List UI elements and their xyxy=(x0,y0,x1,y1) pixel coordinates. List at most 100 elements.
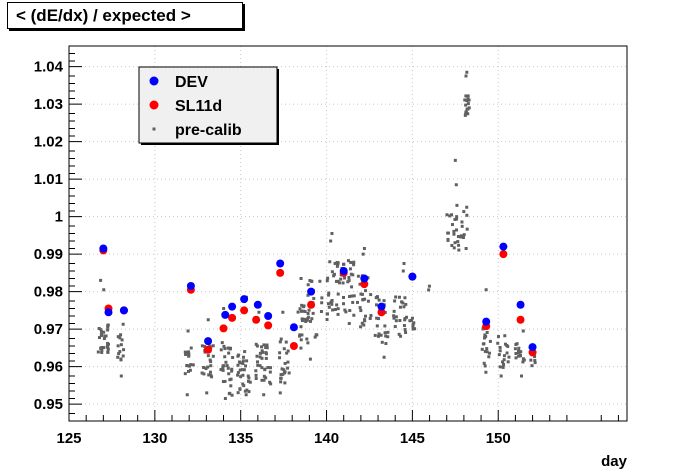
pre-calib-point xyxy=(330,302,334,306)
pre-calib-point xyxy=(398,319,402,323)
pre-calib-point xyxy=(464,74,468,78)
pre-calib-point xyxy=(497,353,501,357)
pre-calib-point xyxy=(484,370,488,374)
pre-calib-point xyxy=(351,273,355,277)
dev-point xyxy=(482,317,491,326)
pre-calib-point xyxy=(302,304,306,308)
pre-calib-point xyxy=(118,336,122,340)
legend-marker-pre-calib xyxy=(152,127,156,131)
pre-calib-point xyxy=(256,360,260,364)
y-tick-label: 1.01 xyxy=(34,171,63,188)
pre-calib-point xyxy=(286,360,290,364)
pre-calib-point xyxy=(326,276,330,280)
pre-calib-point xyxy=(188,368,192,372)
pre-calib-point xyxy=(498,365,502,369)
pre-calib-point xyxy=(245,388,249,392)
pre-calib-point xyxy=(329,300,333,304)
pre-calib-point xyxy=(346,280,350,284)
series-pre-calib xyxy=(96,70,537,400)
pre-calib-point xyxy=(483,336,487,340)
pre-calib-point xyxy=(230,393,234,397)
sl11d-point xyxy=(289,342,298,350)
pre-calib-point xyxy=(102,337,106,341)
pre-calib-point xyxy=(358,282,362,286)
pre-calib-point xyxy=(236,354,240,358)
series-sl11d xyxy=(99,246,537,357)
pre-calib-point xyxy=(403,328,407,332)
pre-calib-point xyxy=(330,232,334,235)
pre-calib-point xyxy=(483,364,487,368)
pre-calib-point xyxy=(255,354,259,358)
pre-calib-point xyxy=(514,352,518,356)
pre-calib-point xyxy=(533,361,537,365)
pre-calib-point xyxy=(392,314,396,318)
pre-calib-point xyxy=(464,103,468,107)
pre-calib-point xyxy=(399,334,403,338)
pre-calib-point xyxy=(264,352,268,356)
pre-calib-point xyxy=(342,302,346,306)
pre-calib-point xyxy=(341,295,345,299)
pre-calib-point xyxy=(106,325,110,329)
pre-calib-point xyxy=(376,334,380,338)
pre-calib-point xyxy=(386,335,390,339)
pre-calib-point xyxy=(411,324,415,328)
dev-point xyxy=(228,302,237,311)
pre-calib-point xyxy=(350,294,354,298)
dev-point xyxy=(186,282,195,290)
pre-calib-point xyxy=(306,293,310,297)
pre-calib-point xyxy=(106,347,110,351)
pre-calib-point xyxy=(335,264,339,268)
pre-calib-point xyxy=(222,344,226,348)
dev-point xyxy=(289,323,298,332)
pre-calib-point xyxy=(246,374,250,378)
pre-calib-point xyxy=(485,347,489,351)
sl11d-point xyxy=(516,315,525,324)
pre-calib-point xyxy=(465,227,469,231)
pre-calib-point xyxy=(260,345,264,349)
pre-calib-point xyxy=(230,367,234,371)
pre-calib-point xyxy=(102,288,106,292)
pre-calib-point xyxy=(361,298,365,302)
pre-calib-point xyxy=(265,343,269,347)
pre-calib-point xyxy=(408,319,412,323)
pre-calib-point xyxy=(188,364,192,368)
pre-calib-point xyxy=(499,374,503,378)
y-tick-label: 1.02 xyxy=(34,134,63,151)
pre-calib-point xyxy=(487,351,491,355)
pre-calib-point xyxy=(364,314,368,318)
pre-calib-point xyxy=(402,305,406,309)
pre-calib-point xyxy=(281,310,285,314)
pre-calib-point xyxy=(310,317,314,321)
sl11d-point xyxy=(276,268,285,277)
pre-calib-point xyxy=(99,328,103,332)
pre-calib-point xyxy=(106,323,110,327)
pre-calib-point xyxy=(374,303,378,307)
pre-calib-point xyxy=(311,311,315,315)
pre-calib-point xyxy=(455,215,459,219)
pre-calib-point xyxy=(118,350,122,354)
pre-calib-point xyxy=(303,310,307,314)
pre-calib-point xyxy=(362,247,366,250)
pre-calib-point xyxy=(460,220,464,224)
pre-calib-point xyxy=(120,338,124,342)
pre-calib-point xyxy=(223,397,227,400)
pre-calib-point xyxy=(296,310,300,314)
pre-calib-point xyxy=(344,310,348,314)
pre-calib-point xyxy=(244,393,248,397)
pre-calib-point xyxy=(496,335,500,339)
pre-calib-point xyxy=(453,217,457,221)
pre-calib-point xyxy=(221,380,225,384)
pre-calib-point xyxy=(517,351,521,355)
pre-calib-point xyxy=(103,334,107,338)
pre-calib-point xyxy=(352,260,356,264)
pre-calib-point xyxy=(119,333,123,337)
dev-point xyxy=(307,287,316,296)
pre-calib-point xyxy=(362,323,366,327)
pre-calib-point xyxy=(206,354,210,358)
pre-calib-point xyxy=(358,306,362,310)
pre-calib-point xyxy=(236,371,240,375)
pre-calib-point xyxy=(278,356,282,360)
pre-calib-point xyxy=(446,237,450,241)
pre-calib-point xyxy=(227,372,231,376)
pre-calib-point xyxy=(343,308,347,312)
